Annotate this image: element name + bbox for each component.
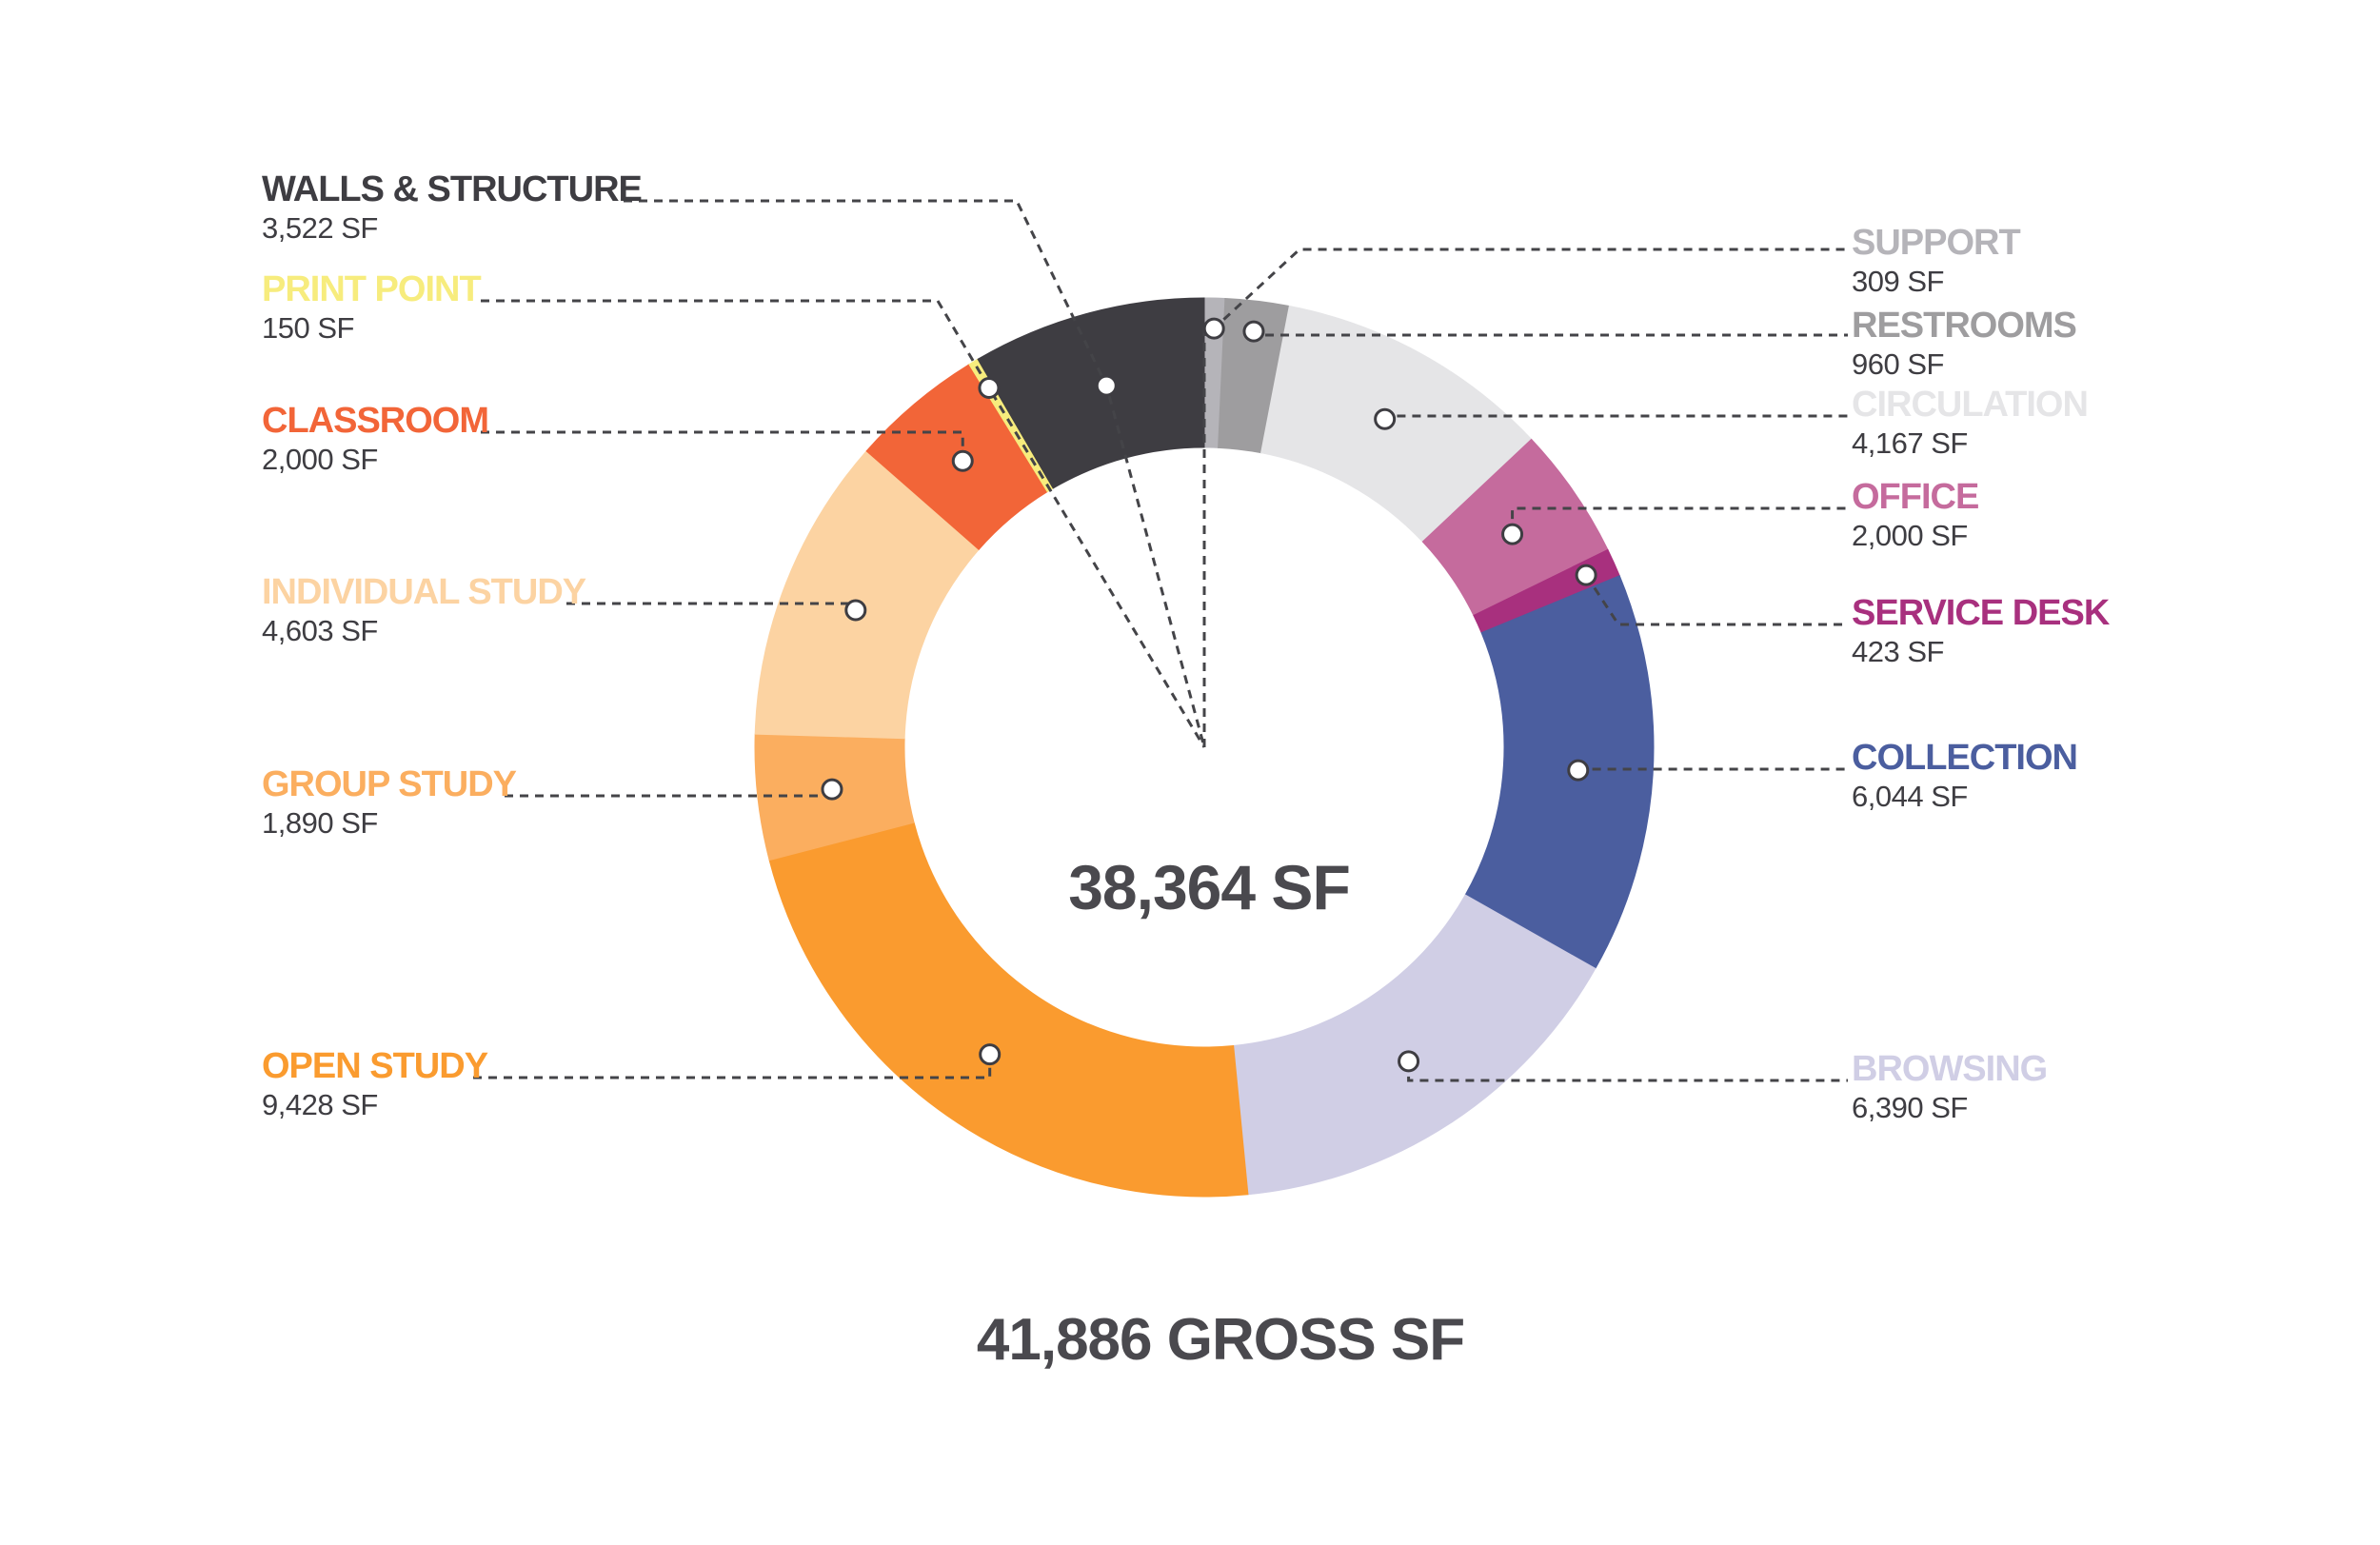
legend-value-walls-structure: 3,522 SF	[262, 211, 378, 245]
leader-line-classroom	[481, 430, 964, 462]
legend-label-circulation: CIRCULATION	[1852, 385, 2088, 425]
legend-label-classroom: CLASSROOM	[262, 401, 488, 441]
marker-dot-walls-structure	[1095, 374, 1118, 397]
legend-value-office: 2,000 SF	[1852, 519, 1968, 552]
marker-dot-office	[1501, 523, 1524, 545]
slice-walls-structure	[977, 297, 1205, 489]
legend-value-circulation: 4,167 SF	[1852, 426, 1968, 460]
legend-label-open-study: OPEN STUDY	[262, 1046, 488, 1086]
marker-dot-open-study	[979, 1043, 1002, 1066]
slice-browsing	[1233, 894, 1597, 1196]
gross-total-label: 41,886 GROSS SF	[977, 1307, 1464, 1373]
legend-label-restrooms: RESTROOMS	[1852, 306, 2076, 346]
legend-label-service-desk: SERVICE DESK	[1852, 593, 2111, 633]
legend-value-open-study: 9,428 SF	[262, 1088, 378, 1121]
marker-dot-browsing	[1398, 1050, 1420, 1073]
marker-dot-group-study	[821, 778, 843, 801]
marker-dot-support	[1202, 317, 1225, 340]
legend-value-individual-study: 4,603 SF	[262, 614, 378, 647]
legend-label-print-point: PRINT POINT	[262, 269, 481, 309]
legend-label-walls-structure: WALLS & STRUCTURE	[262, 169, 642, 209]
leader-line-open-study	[473, 1054, 992, 1080]
marker-dot-restrooms	[1242, 320, 1265, 343]
center-total-label: 38,364 SF	[1068, 852, 1350, 922]
legend-value-service-desk: 423 SF	[1852, 635, 1944, 668]
marker-dot-individual-study	[844, 599, 867, 622]
legend-label-group-study: GROUP STUDY	[262, 764, 517, 804]
legend-label-collection: COLLECTION	[1852, 738, 2077, 778]
slice-collection	[1464, 575, 1655, 970]
legend-value-browsing: 6,390 SF	[1852, 1091, 1968, 1124]
slice-open-study	[768, 822, 1249, 1198]
leader-line-service-desk	[1584, 574, 1848, 626]
marker-dot-circulation	[1374, 407, 1397, 430]
leader-line-group	[473, 199, 1848, 1082]
legend-value-collection: 6,044 SF	[1852, 780, 1968, 813]
marker-dot-collection	[1567, 759, 1590, 782]
legend-value-restrooms: 960 SF	[1852, 347, 1944, 381]
legend-label-office: OFFICE	[1852, 477, 1978, 517]
leader-line-print-point	[481, 299, 1206, 748]
marker-dot-print-point	[978, 377, 1001, 400]
legend-value-group-study: 1,890 SF	[262, 806, 378, 840]
legend-value-classroom: 2,000 SF	[262, 443, 378, 476]
legend-label-individual-study: INDIVIDUAL STUDY	[262, 572, 586, 612]
legend-label-browsing: BROWSING	[1852, 1049, 2047, 1089]
marker-dot-classroom	[951, 449, 974, 472]
marker-dot-service-desk	[1575, 564, 1597, 586]
legend-label-support: SUPPORT	[1852, 223, 2020, 263]
leader-line-walls-structure	[624, 199, 1206, 748]
legend-value-support: 309 SF	[1852, 265, 1944, 298]
leader-line-office	[1511, 506, 1848, 535]
legend-value-print-point: 150 SF	[262, 311, 354, 345]
